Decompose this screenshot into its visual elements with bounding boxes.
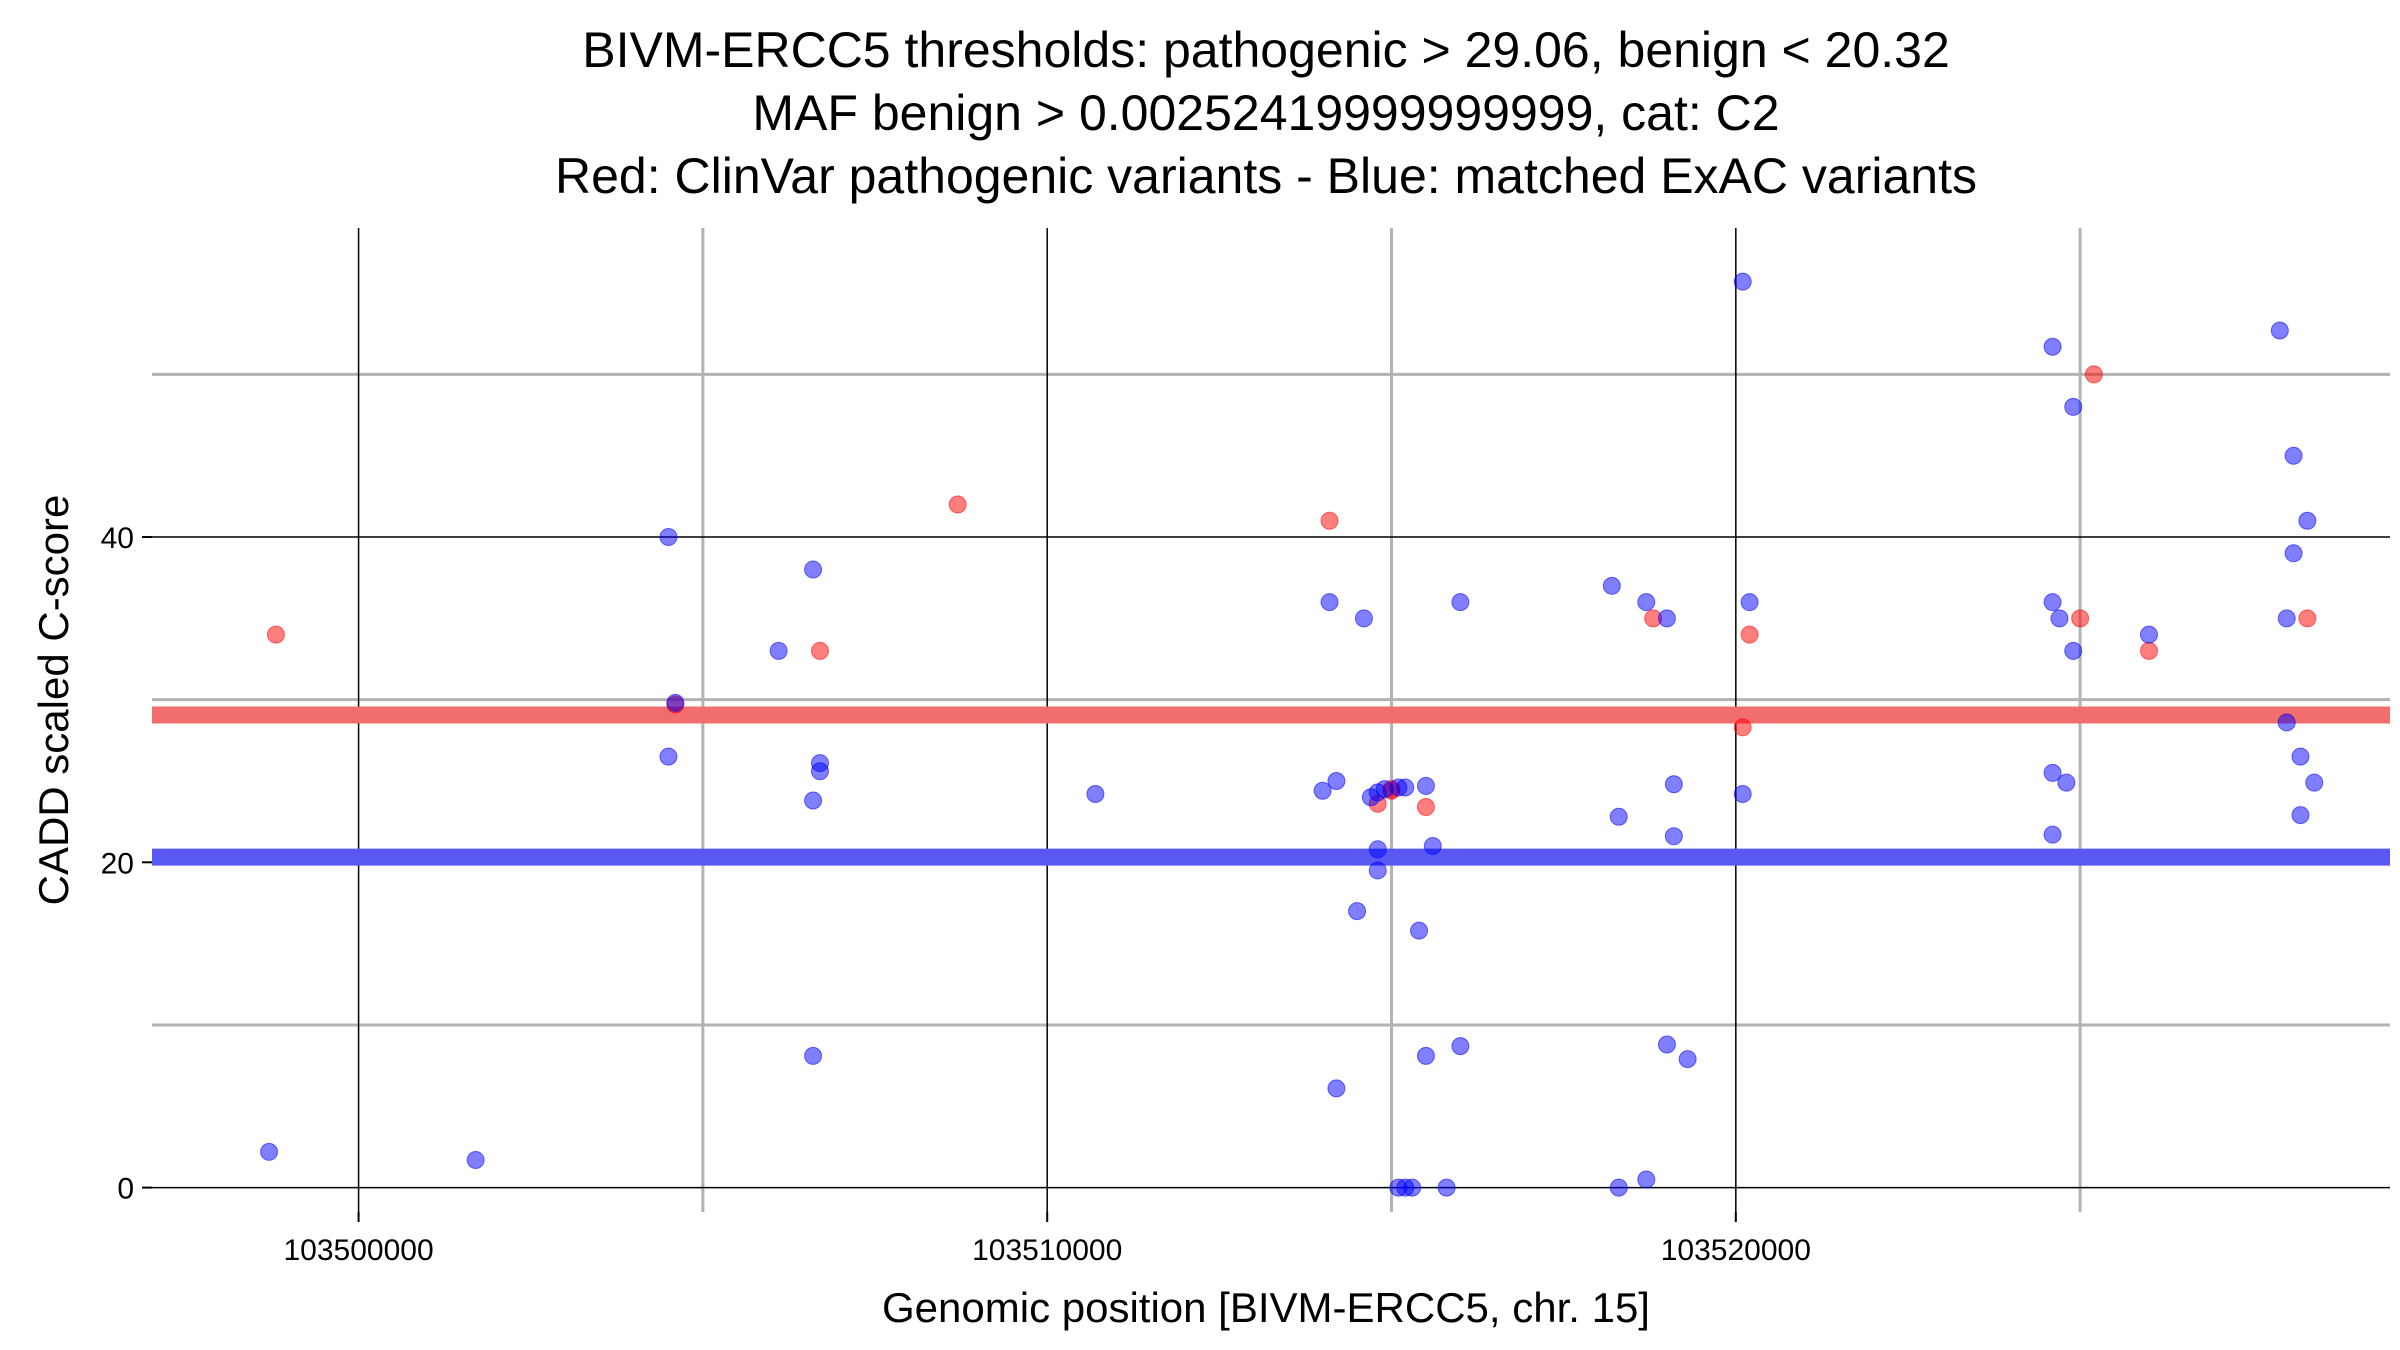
chart-title-line-1: BIVM-ERCC5 thresholds: pathogenic > 29.0…	[582, 22, 1950, 78]
x-tick-label: 103510000	[972, 1234, 1122, 1267]
pathogenic-point	[266, 625, 285, 644]
benign-point	[2043, 825, 2062, 844]
pathogenic-point	[810, 641, 829, 660]
benign-point	[1423, 837, 1442, 856]
x-tick-label: 103520000	[1661, 1234, 1811, 1267]
benign-point	[2291, 806, 2310, 825]
benign-point	[1368, 840, 1387, 859]
benign-point	[1733, 272, 1752, 291]
benign-point	[2277, 609, 2296, 628]
benign-point	[1327, 771, 1346, 790]
pathogenic-point	[2298, 609, 2317, 628]
benign-point	[1327, 1079, 1346, 1098]
benign-point	[1368, 861, 1387, 880]
benign-point	[1451, 1037, 1470, 1056]
benign-point	[2043, 763, 2062, 782]
benign-point	[769, 641, 788, 660]
x-tick-label: 103500000	[283, 1234, 433, 1267]
pathogenic-point	[1320, 511, 1339, 530]
benign-point	[1451, 593, 1470, 612]
benign-point	[659, 747, 678, 766]
axes: 0 20 40 103500000 103510000 103520000	[101, 522, 1811, 1267]
benign-point	[1416, 1046, 1435, 1065]
benign-point	[1320, 593, 1339, 612]
benign-point	[1609, 807, 1628, 826]
benign-point	[2064, 641, 2083, 660]
benign-point	[1664, 827, 1683, 846]
benign-point	[1657, 609, 1676, 628]
threshold-lines	[152, 706, 2390, 866]
benign-point	[2284, 446, 2303, 465]
benign-point	[1602, 576, 1621, 595]
benign-point	[1437, 1178, 1456, 1197]
benign-point	[2043, 593, 2062, 612]
benign-point	[2284, 544, 2303, 563]
benign-point	[804, 791, 823, 810]
benign-point	[2043, 337, 2062, 356]
benign-point	[2305, 773, 2324, 792]
y-tick-label: 40	[101, 522, 134, 555]
pathogenic-point	[948, 495, 967, 514]
benign-point	[1354, 609, 1373, 628]
benign-point	[2050, 609, 2069, 628]
benign-point	[1403, 1178, 1422, 1197]
benign-point	[1657, 1035, 1676, 1054]
benign-point	[1416, 776, 1435, 795]
benign-point	[260, 1142, 279, 1161]
benign-point	[1740, 593, 1759, 612]
benign-point	[666, 693, 685, 712]
benign-point	[2277, 713, 2296, 732]
chart-title-line-3: Red: ClinVar pathogenic variants - Blue:…	[555, 148, 1977, 204]
chart-title-line-2: MAF benign > 0.00252419999999999, cat: C…	[752, 85, 1779, 141]
y-tick-label: 20	[101, 847, 134, 880]
benign-point	[810, 762, 829, 781]
pathogenic-point	[1740, 625, 1759, 644]
benign-point	[1678, 1050, 1697, 1069]
benign-point	[804, 1046, 823, 1065]
y-tick-label: 0	[117, 1173, 134, 1206]
benign-point	[1396, 778, 1415, 797]
benign-point	[1637, 1170, 1656, 1189]
pathogenic-point	[2084, 365, 2103, 384]
y-axis-title: CADD scaled C-score	[30, 495, 77, 906]
benign-point	[2064, 397, 2083, 416]
pathogenic-point	[2071, 609, 2090, 628]
benign-point	[1410, 921, 1429, 940]
benign-point	[2270, 321, 2289, 340]
data-points	[260, 272, 2324, 1197]
benign-point	[2057, 773, 2076, 792]
benign-point	[1637, 593, 1656, 612]
benign-point	[1664, 775, 1683, 794]
pathogenic-point	[1416, 798, 1435, 817]
benign-point	[659, 528, 678, 547]
benign-point	[1313, 781, 1332, 800]
benign-point	[804, 560, 823, 579]
benign-point	[2139, 625, 2158, 644]
benign-point	[2291, 747, 2310, 766]
benign-point	[1733, 785, 1752, 804]
benign-point	[1086, 785, 1105, 804]
benign-point	[1348, 902, 1367, 921]
benign-point	[2298, 511, 2317, 530]
benign-point	[1609, 1178, 1628, 1197]
pathogenic-point	[2139, 641, 2158, 660]
pathogenic-point	[1733, 718, 1752, 737]
x-axis-title: Genomic position [BIVM-ERCC5, chr. 15]	[882, 1284, 1650, 1331]
benign-point	[466, 1150, 485, 1169]
